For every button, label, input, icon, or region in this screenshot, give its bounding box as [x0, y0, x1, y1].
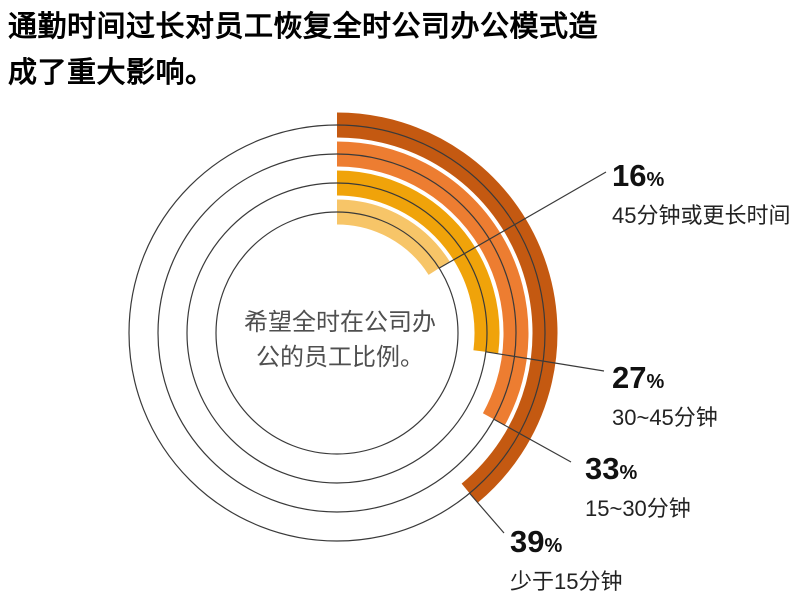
ring-outline-circle-2 — [157, 153, 517, 513]
chart-title: 通勤时间过长对员工恢复全时公司办公模式造 成了重大影响。 — [8, 4, 768, 96]
percent-sign: % — [646, 169, 665, 191]
percent-sign: % — [544, 535, 563, 557]
callout-30-45min: 27% 30~45分钟 — [612, 362, 718, 430]
chart-title-line2: 成了重大影响。 — [8, 57, 215, 89]
center-label-line1: 希望全时在公司办 — [244, 309, 436, 336]
percent-sign: % — [646, 371, 665, 393]
callout-value-row: 16% — [612, 160, 790, 192]
callout-category: 少于15分钟 — [510, 569, 623, 594]
callout-45min-or-more: 16% 45分钟或更长时间 — [612, 160, 790, 228]
leader-line-39pct — [469, 492, 505, 534]
leader-line-16pct — [438, 171, 607, 269]
callout-category: 30~45分钟 — [612, 405, 718, 430]
callout-value-row: 33% — [585, 453, 691, 485]
callout-less-than-15min: 39% 少于15分钟 — [510, 526, 622, 594]
leader-line-33pct — [493, 418, 572, 463]
center-label-line2: 公的员工比例。 — [256, 344, 424, 371]
callout-category: 15~30分钟 — [585, 496, 691, 521]
callout-value: 16 — [612, 158, 647, 193]
callout-value-row: 27% — [612, 362, 718, 394]
percent-sign: % — [619, 462, 638, 484]
callout-15-30min: 33% 15~30分钟 — [585, 453, 691, 521]
leader-line-27pct — [485, 351, 605, 372]
ring-outline-circle-3 — [128, 124, 546, 542]
ring-outline-circle-1 — [186, 182, 488, 484]
callout-category: 45分钟或更长时间 — [612, 203, 791, 228]
ring-outline-circle-0 — [215, 211, 459, 455]
callout-value-row: 39% — [510, 526, 622, 558]
callout-value: 33 — [585, 451, 620, 486]
chart-title-line1: 通勤时间过长对员工恢复全时公司办公模式造 — [8, 11, 599, 43]
callout-value: 27 — [612, 360, 647, 395]
chart-center-label: 希望全时在公司办 公的员工比例。 — [177, 305, 503, 375]
callout-value: 39 — [510, 524, 545, 559]
